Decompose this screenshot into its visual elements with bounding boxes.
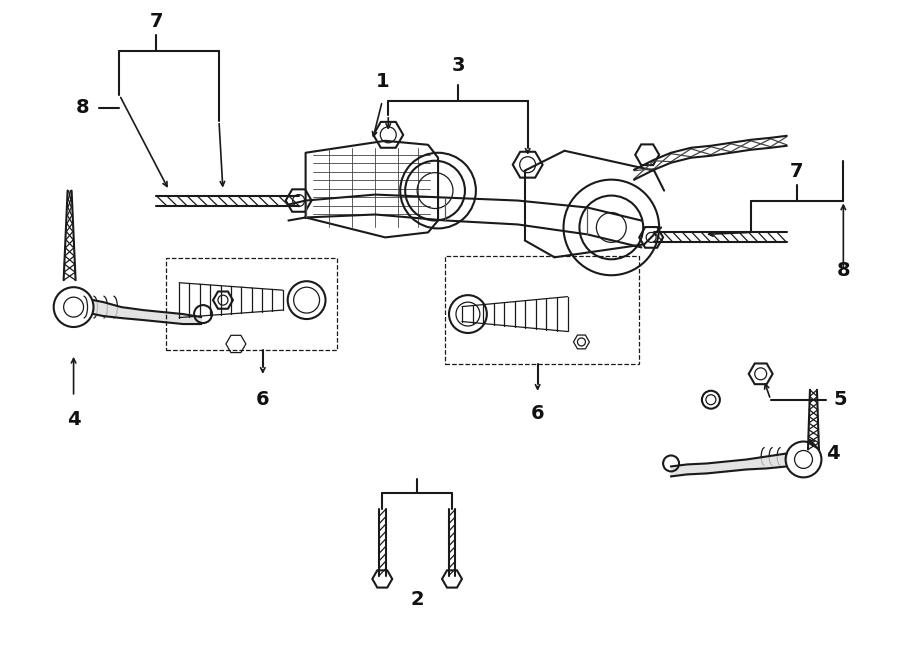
Bar — [445, 256, 639, 364]
Text: 4: 4 — [67, 410, 80, 429]
Text: 8: 8 — [836, 261, 850, 280]
Text: 2: 2 — [410, 590, 424, 609]
Text: 1: 1 — [375, 72, 389, 91]
Text: 5: 5 — [833, 390, 847, 409]
Text: 6: 6 — [256, 390, 270, 408]
Text: 7: 7 — [790, 162, 804, 181]
Text: 4: 4 — [826, 444, 840, 463]
Bar — [166, 258, 338, 350]
Text: 3: 3 — [451, 56, 464, 75]
Text: 6: 6 — [531, 404, 544, 423]
Text: 8: 8 — [76, 99, 89, 117]
Text: 7: 7 — [149, 13, 163, 31]
